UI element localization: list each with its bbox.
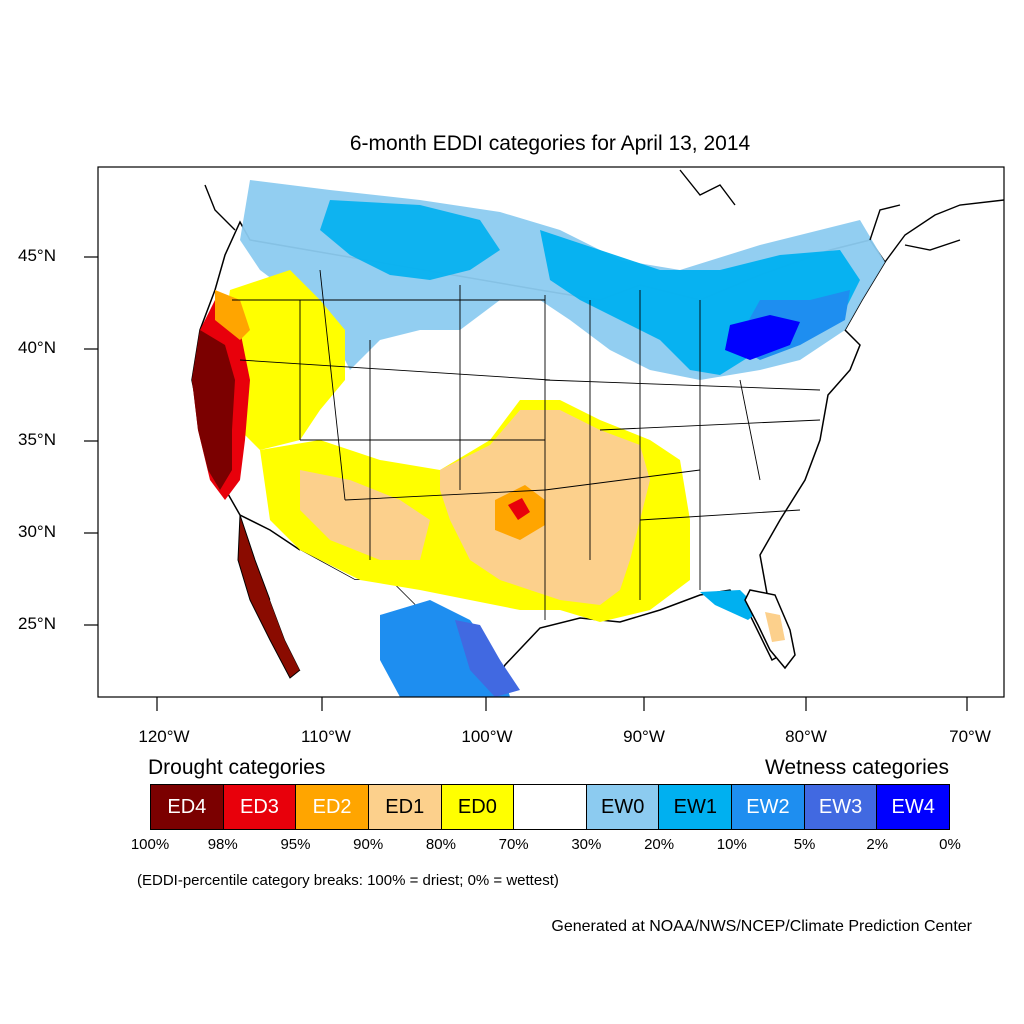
legend-cell-ed2: ED2	[296, 785, 369, 829]
dry-florida-ed1	[765, 612, 785, 642]
wet-ontario-ew4	[725, 315, 800, 360]
lon-label: 80°W	[785, 727, 827, 746]
percentile-label: 0%	[939, 836, 961, 853]
lat-label: 35°N	[18, 430, 56, 449]
drought-categories-heading: Drought categories	[148, 756, 326, 779]
lon-label: 90°W	[623, 727, 665, 746]
wetness-categories-heading: Wetness categories	[764, 756, 949, 779]
credit-line: Generated at NOAA/NWS/NCEP/Climate Predi…	[551, 918, 972, 935]
percentile-label: 90%	[353, 836, 384, 853]
percentile-label: 2%	[866, 836, 889, 853]
percentile-label: 20%	[644, 836, 675, 853]
dry-oregon-ed2	[215, 290, 250, 340]
percentile-label: 100%	[130, 836, 170, 853]
legend-cell-ew1: EW1	[659, 785, 733, 829]
wet-montana	[320, 200, 500, 280]
lon-label: 70°W	[949, 727, 991, 746]
percentile-label: 30%	[571, 836, 602, 853]
legend-colorbar: ED4 ED3 ED2 ED1 ED0 EW0 EW1 EW2 EW3 EW4	[150, 784, 950, 830]
legend-cell-ed3: ED3	[223, 785, 297, 829]
legend-cell-ew3: EW3	[804, 785, 878, 829]
wet-texas-coast	[455, 620, 520, 697]
baja-peninsula	[237, 514, 301, 679]
lat-ticks	[84, 256, 98, 626]
percentile-label: 80%	[425, 836, 456, 853]
lon-label: 110°W	[301, 727, 351, 746]
legend-cell-ed1: ED1	[368, 785, 442, 829]
legend-cell-ed4: ED4	[151, 785, 224, 829]
legend-cell-normal	[514, 785, 587, 829]
footnote: (EDDI-percentile category breaks: 100% =…	[137, 872, 559, 889]
map-frame	[97, 166, 1005, 698]
lon-ticks	[156, 697, 968, 711]
dry-great-basin	[220, 270, 345, 450]
dry-oklahoma-ed3	[508, 498, 530, 520]
legend-cell-ew4: EW4	[877, 785, 950, 829]
dry-california-ed4	[192, 330, 235, 490]
lon-label: 120°W	[138, 727, 190, 746]
state-borders	[232, 269, 821, 620]
percentile-label: 70%	[498, 836, 529, 853]
percentile-label: 5%	[793, 836, 816, 853]
dry-southwest-ed1	[300, 470, 430, 560]
lon-label: 100°W	[461, 727, 513, 746]
percentile-label: 95%	[280, 836, 311, 853]
map-title: 6-month EDDI categories for April 13, 20…	[349, 132, 751, 155]
percentile-label: 98%	[207, 836, 238, 853]
wet-gulf-coast	[700, 590, 760, 620]
lat-label: 30°N	[18, 522, 56, 541]
canada-coast	[204, 169, 1004, 263]
legend-cell-ew2: EW2	[732, 785, 805, 829]
lat-label: 25°N	[18, 614, 56, 633]
lat-label: 40°N	[18, 338, 56, 357]
percentile-label: 10%	[716, 836, 747, 853]
lat-label: 45°N	[18, 246, 56, 265]
legend-cell-ew0: EW0	[586, 785, 660, 829]
legend-cell-ed0: ED0	[441, 785, 515, 829]
